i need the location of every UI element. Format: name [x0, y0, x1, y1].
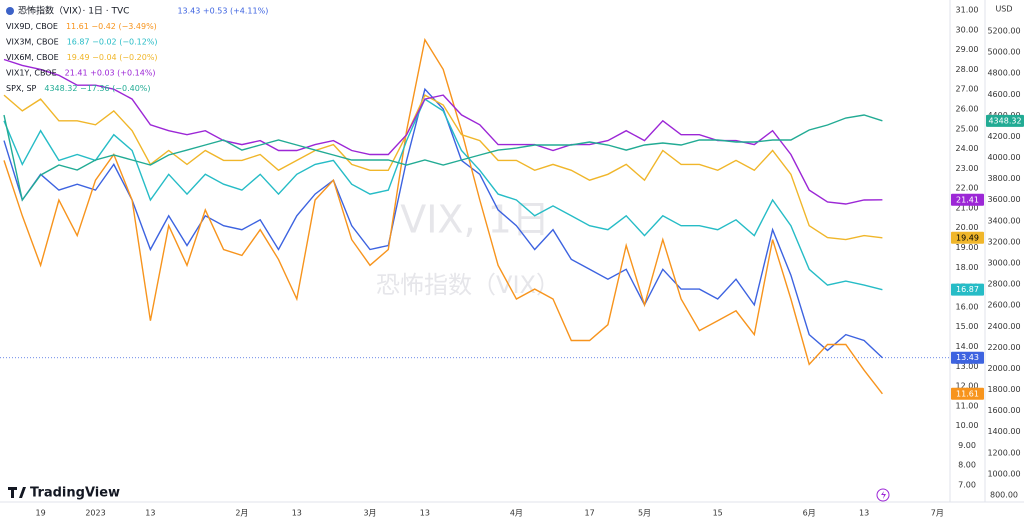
y2-tick-label: 800.00	[990, 491, 1018, 500]
price-badge	[951, 193, 984, 206]
series-line	[3, 87, 883, 359]
y2-tick-label: 2000.00	[987, 364, 1020, 373]
y2-tick-label: 1800.00	[987, 385, 1020, 394]
logo: TradingView	[8, 486, 120, 501]
y-tick-label: 22.00	[956, 184, 979, 193]
y2-tick-label: 1000.00	[987, 469, 1020, 478]
y-tick-label: 7.00	[958, 481, 976, 490]
x-tick-label: 15	[713, 509, 723, 518]
flag-icon	[6, 7, 14, 15]
y2-tick-label: 5000.00	[987, 48, 1020, 57]
price-badge-label: 16.87	[956, 285, 979, 294]
y-tick-label: 14.00	[956, 342, 979, 351]
y2-tick-label: 5200.00	[987, 27, 1020, 36]
y2-tick-label: 1600.00	[987, 406, 1020, 415]
y-tick-label: 25.00	[956, 124, 979, 133]
icon	[881, 491, 886, 499]
legend-value: 11.61 −0.42 (−3.49%)	[66, 22, 157, 31]
y2-tick-label: 2400.00	[987, 322, 1020, 331]
y-tick-label: 24.00	[956, 144, 979, 153]
legend-value: 16.87 −0.02 (−0.12%)	[67, 38, 158, 47]
price-badge	[951, 231, 984, 244]
watermark: VIX, 1日	[400, 198, 550, 242]
y-tick-label: 19.00	[956, 243, 979, 252]
y-tick-label: 10.00	[956, 421, 979, 430]
y2-tick-label: 3800.00	[987, 174, 1020, 183]
x-tick-label: 13	[420, 509, 430, 518]
y-tick-label: 27.00	[956, 85, 979, 94]
legend-name: 恐怖指数（VIX）· 1日 · TVC	[18, 5, 129, 17]
y2-tick-label: 4800.00	[987, 69, 1020, 78]
y-tick-label: 26.00	[956, 104, 979, 113]
x-tick-label: 7月	[931, 509, 944, 518]
legend-name: VIX1Y, CBOE	[6, 69, 57, 78]
x-tick-label: 13	[292, 509, 302, 518]
x-tick-label: 2023	[85, 509, 105, 518]
price-badge-label: 19.49	[956, 233, 979, 242]
legend-value: 13.43 +0.53 (+4.11%)	[177, 7, 268, 16]
watermark-sub: 恐怖指数（VIX）	[376, 271, 560, 299]
y-tick-label: 23.00	[956, 164, 979, 173]
x-tick-label: 13	[859, 509, 869, 518]
price-badge-label: 13.43	[956, 353, 979, 362]
x-tick-label: 6月	[803, 509, 816, 518]
legend-name: SPX, SP	[6, 84, 37, 93]
price-badge-label: 21.41	[956, 195, 979, 204]
icon[interactable]	[876, 488, 890, 502]
y2-tick-label: 2600.00	[987, 301, 1020, 310]
legend-value: 19.49 −0.04 (−0.20%)	[67, 53, 158, 62]
price-badge	[951, 387, 984, 400]
y2-tick-label: 3400.00	[987, 216, 1020, 225]
y2-tick-label: 2800.00	[987, 280, 1020, 289]
logo-text: TradingView	[30, 486, 120, 501]
y2-tick-label: 3000.00	[987, 259, 1020, 268]
y-tick-label: 9.00	[958, 441, 976, 450]
y2-tick-label: 3600.00	[987, 195, 1020, 204]
y2-tick-label: 3200.00	[987, 237, 1020, 246]
series-line	[3, 114, 883, 202]
y-tick-label: 18.00	[956, 263, 979, 272]
price-badge	[951, 283, 984, 296]
y-tick-label: 31.00	[956, 6, 979, 15]
x-tick-label: 17	[585, 509, 595, 518]
price-badge-label: 11.61	[956, 389, 979, 398]
series-line	[3, 58, 883, 205]
y2-tick-label: 4200.00	[987, 132, 1020, 141]
price-badge	[951, 351, 984, 364]
x-tick-label: 5月	[638, 509, 651, 518]
legend-name: VIX6M, CBOE	[6, 53, 59, 62]
x-tick-label: 19	[36, 509, 46, 518]
currency: USD	[995, 5, 1012, 14]
y-tick-label: 12.00	[956, 382, 979, 391]
y-tick-label: 28.00	[956, 65, 979, 74]
y-tick-label: 11.00	[956, 401, 979, 410]
x-tick-label: 3月	[363, 509, 376, 518]
legend-name: VIX9D, CBOE	[6, 22, 58, 31]
legend-value: 21.41 +0.03 (+0.14%)	[65, 69, 156, 78]
legend-value: 4348.32 −17.36 (−0.40%)	[44, 84, 150, 93]
series-line	[3, 37, 883, 395]
y-tick-label: 20.00	[956, 223, 979, 232]
y2-tick-label: 4600.00	[987, 90, 1020, 99]
y-tick-label: 29.00	[956, 45, 979, 54]
y-tick-label: 13.00	[956, 362, 979, 371]
y2-tick-label: 2200.00	[987, 343, 1020, 352]
price-badge-label: 4348.32	[988, 116, 1021, 125]
legend-name: VIX3M, CBOE	[6, 38, 59, 47]
y-tick-label: 15.00	[956, 322, 979, 331]
x-tick-label: 4月	[510, 509, 523, 518]
price-badge	[986, 114, 1024, 127]
y-tick-label: 16.00	[956, 302, 979, 311]
x-tick-label: 13	[145, 509, 155, 518]
x-tick-label: 2月	[235, 509, 248, 518]
series-line	[3, 98, 883, 291]
y-tick-label: 8.00	[958, 461, 976, 470]
y-tick-label: 30.00	[956, 25, 979, 34]
y-tick-label: 21.00	[956, 203, 979, 212]
y2-tick-label: 1200.00	[987, 448, 1020, 457]
y2-tick-label: 4000.00	[987, 153, 1020, 162]
y2-tick-label: 1400.00	[987, 427, 1020, 436]
